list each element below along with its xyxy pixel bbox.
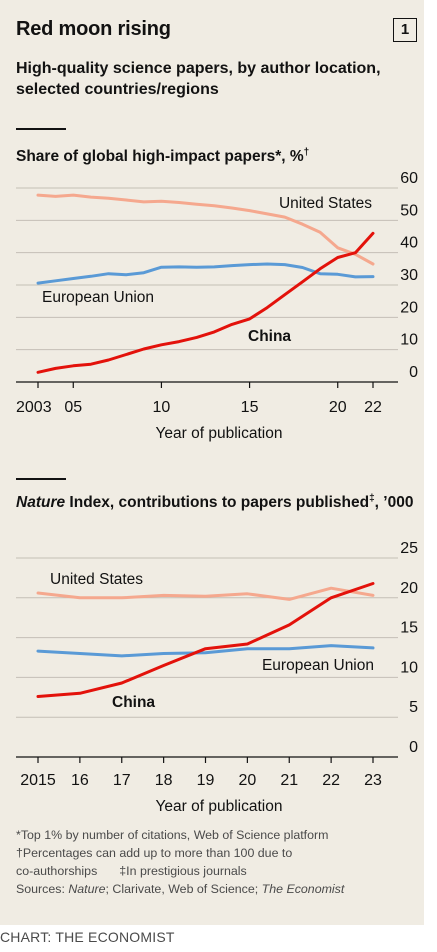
chart2-title-tail: , ’000 — [374, 494, 414, 512]
sources-economist: The Economist — [261, 882, 345, 896]
footnote-2: †Percentages can add up to more than 100… — [16, 846, 293, 860]
chart2-y-tick-label: 0 — [409, 739, 418, 756]
chart1-x-tick-label: 22 — [364, 399, 382, 416]
chart1-title: Share of global high-impact papers*, %† — [16, 142, 416, 167]
page-subtitle: High-quality science papers, by author l… — [16, 60, 381, 98]
chart1-series-china-line — [36, 231, 375, 374]
chart1-y-tick-label: 30 — [400, 267, 418, 284]
chart2-y-tick-label: 25 — [400, 540, 418, 557]
page-title: Red moon rising — [16, 18, 171, 40]
chart1-series-label-china: China — [248, 328, 291, 345]
chart2-x-tick-label: 16 — [71, 772, 89, 789]
footnote-1: *Top 1% by number of citations, Web of S… — [16, 828, 329, 842]
chart1-y-tick-label: 50 — [400, 202, 418, 219]
chart1-x-tick-label: 15 — [241, 399, 259, 416]
chart-panel: Red moon rising 1 High-quality science p… — [0, 0, 424, 925]
chart2-title: Nature Index, contributions to papers pu… — [16, 488, 416, 513]
footnote-3: co-authorships ‡In prestigious journals — [16, 862, 416, 880]
chart2-title-italic: Nature — [16, 494, 66, 512]
chart1-x-tick-label: 20 — [329, 399, 347, 416]
chart1-y-tick-label: 10 — [400, 332, 418, 349]
chart1-y-tick-label: 40 — [400, 235, 418, 252]
chart2-series-united-states-line — [36, 586, 375, 601]
chart1-series-united-states-line — [36, 193, 375, 266]
chart2-y-tick-label: 5 — [409, 699, 418, 716]
chart1-title-mark: † — [303, 147, 310, 158]
chart2-title-mark: ‡ — [369, 493, 375, 504]
chart2-title-text: Index, contributions to papers published — [65, 494, 370, 512]
chart2-series-label-united-states: United States — [50, 571, 143, 588]
chart1-y-tick-label: 0 — [409, 364, 418, 381]
chart1-rule — [16, 128, 66, 130]
chart1-y-tick-label: 60 — [400, 170, 418, 187]
chart1-x-tick-label: 2003 — [16, 399, 52, 416]
chart2-x-tick-label: 19 — [197, 772, 215, 789]
chart2-series-label-china: China — [112, 694, 155, 711]
chart-credit: CHART: THE ECONOMIST — [0, 929, 175, 945]
chart2-series-label-european-union: European Union — [262, 657, 374, 674]
chart1-title-text: Share of global high-impact papers*, % — [16, 148, 304, 166]
sources-mid: ; Clarivate, Web of Science; — [105, 882, 262, 896]
chart1-x-axis-label: Year of publication — [156, 425, 283, 442]
footnotes: *Top 1% by number of citations, Web of S… — [16, 826, 416, 898]
chart1-series-label-european-union: European Union — [42, 289, 154, 306]
chart2-x-tick-label: 21 — [280, 772, 298, 789]
chart2-x-tick-label: 23 — [364, 772, 382, 789]
chart2-y-tick-label: 10 — [400, 659, 418, 676]
chart1-x-tick-label: 10 — [153, 399, 171, 416]
chart-number-badge: 1 — [393, 18, 417, 42]
chart2-y-tick-label: 15 — [400, 620, 418, 637]
chart2-x-tick-label: 17 — [113, 772, 131, 789]
chart2-y-tick-label: 20 — [400, 580, 418, 597]
chart1-series-label-united-states: United States — [279, 195, 372, 212]
sources-nature: Nature — [68, 882, 106, 896]
chart1-x-tick-label: 05 — [64, 399, 82, 416]
chart2-x-axis-label: Year of publication — [156, 798, 283, 815]
chart2-x-tick-label: 22 — [322, 772, 340, 789]
sources-prefix: Sources: — [16, 882, 69, 896]
chart1-y-tick-label: 20 — [400, 299, 418, 316]
sources-line: Sources: Nature; Clarivate, Web of Scien… — [16, 880, 416, 898]
chart2-x-tick-label: 18 — [155, 772, 173, 789]
chart2-rule — [16, 478, 66, 480]
chart2-x-tick-label: 20 — [238, 772, 256, 789]
chart2-x-tick-label: 2015 — [20, 772, 56, 789]
chart1-svg: 0 10 20 30 40 50 60 2003 05 10 15 20 22 Year of publi… — [16, 170, 418, 442]
chart2-svg: 0 5 10 15 20 25 2015 16 17 18 19 20 21 22 23 Year of pu… — [16, 540, 418, 815]
chart2-series-european-union-line — [36, 644, 375, 658]
footnote-3a: co-authorships — [16, 864, 98, 878]
chart2-series-china-line — [36, 582, 375, 698]
footnote-3b: ‡In prestigious journals — [119, 864, 247, 878]
